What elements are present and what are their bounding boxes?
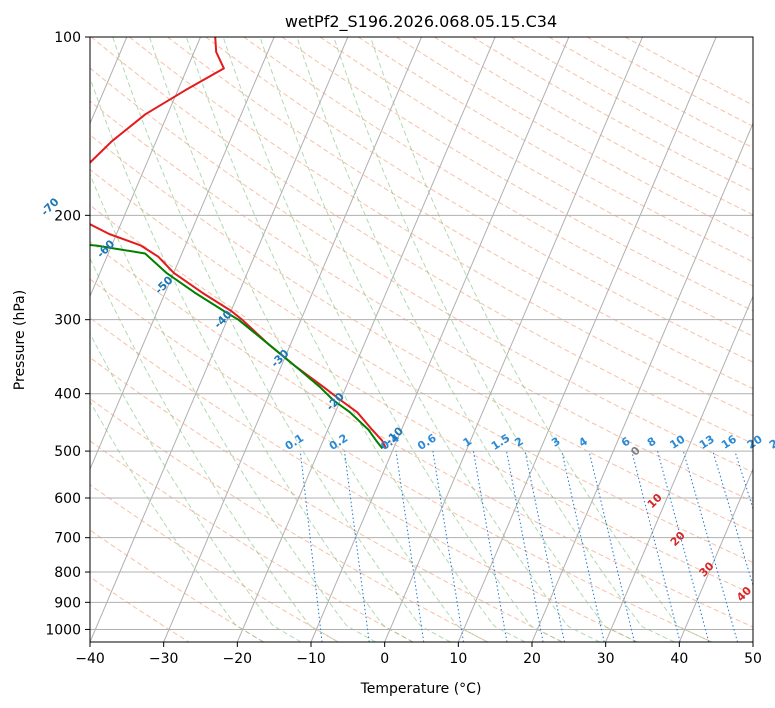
y-tick-label: 400: [54, 387, 81, 403]
mixing-ratio-label: 25: [767, 433, 775, 452]
mixing-ratio-line: [299, 451, 323, 642]
y-tick-label: 100: [54, 30, 81, 46]
moist-adiabat-line: [185, 37, 526, 642]
y-tick-label: 300: [54, 313, 81, 329]
dry-adiabat-line: [90, 168, 753, 564]
plot-grid: [90, 37, 753, 642]
y-tick-label: 600: [54, 491, 81, 507]
y-tick-label: 800: [54, 565, 81, 581]
dry-adiabat-line: [90, 100, 753, 503]
y-tick-label: 1000: [45, 622, 81, 638]
y-tick-label: 700: [54, 531, 81, 547]
moist-adiabat-line: [222, 37, 563, 642]
dry-adiabat-line: [129, 37, 753, 417]
isotherm-line: [457, 37, 717, 642]
x-tick-label: 50: [744, 651, 762, 667]
isotherm-line: [531, 122, 753, 642]
x-tick-label: 20: [523, 651, 541, 667]
x-axis-label: Temperature (°C): [360, 681, 482, 697]
y-tick-label: 200: [54, 208, 81, 224]
dry-adiabat-line: [90, 134, 753, 533]
mixing-ratio-line: [524, 451, 565, 642]
y-tick-label: 500: [54, 444, 81, 460]
moist-adiabat-line: [90, 173, 376, 642]
dry-adiabat-line: [90, 204, 753, 595]
isotherm-line: [90, 37, 275, 471]
dry-adiabat-line: [281, 37, 753, 312]
mixing-ratio-line: [657, 450, 710, 642]
x-tick-label: 0: [380, 651, 389, 667]
mixing-ratio-line: [588, 450, 635, 642]
y-axis: 100 200 300 400 500 600 700 800 900 1000: [45, 30, 90, 638]
moist-adiabat-line: [259, 37, 600, 642]
sounding-series: [90, 37, 387, 450]
x-axis: −40 −30 −20 −10 0 10 20 30 40 50: [75, 642, 762, 667]
isotherm-line: [384, 37, 643, 642]
mixing-ratio-lines: [299, 450, 753, 642]
dry-adiabat-line: [167, 37, 753, 390]
moist-adiabat-line: [90, 400, 264, 642]
mixing-ratio-line: [506, 451, 544, 642]
x-tick-label: −30: [149, 651, 179, 667]
mixing-ratio-line: [343, 451, 370, 642]
mixing-ratio-line: [472, 451, 508, 642]
isotherm-line: [605, 295, 753, 642]
isotherm-line: [90, 37, 201, 298]
x-tick-label: −10: [296, 651, 326, 667]
moist-adiabat-line: [112, 37, 451, 642]
mixing-ratio-line: [631, 450, 681, 642]
mixing-ratio-line: [682, 450, 739, 642]
mixing-ratio-line: [561, 450, 605, 642]
dewpoint-line: [90, 37, 384, 450]
chart-title: wetPf2_S196.2026.068.05.15.C34: [285, 12, 557, 32]
isotherm-line: [678, 467, 753, 642]
isotherm-line: [163, 37, 422, 642]
temperature-line: [90, 37, 387, 449]
mixing-ratio-line: [395, 451, 425, 642]
dry-adiabat-line: [90, 241, 753, 628]
moist-adiabat-line: [90, 257, 339, 642]
x-tick-label: 30: [597, 651, 615, 667]
y-axis-label: Pressure (hPa): [12, 290, 28, 390]
moist-adiabat-line: [296, 37, 638, 642]
moist-adiabat-line: [149, 37, 488, 642]
dry-adiabat-line: [90, 356, 564, 642]
isotherm-line: [90, 37, 349, 642]
isotherm-line: [236, 37, 496, 642]
moist-adiabat-line: [90, 76, 414, 642]
moist-adiabat-line: [333, 37, 675, 642]
isotherm-line: [310, 37, 570, 642]
x-tick-label: −40: [75, 651, 105, 667]
moist-adiabat-line: [90, 332, 302, 642]
plot-frame: [89, 36, 754, 643]
moist-adiabat-line: [370, 37, 712, 642]
x-tick-label: 10: [449, 651, 467, 667]
x-tick-label: −20: [223, 651, 253, 667]
dry-adiabat-line: [319, 37, 753, 287]
mixing-ratio-line: [432, 451, 464, 642]
y-tick-label: 900: [54, 595, 81, 611]
x-tick-label: 40: [670, 651, 688, 667]
